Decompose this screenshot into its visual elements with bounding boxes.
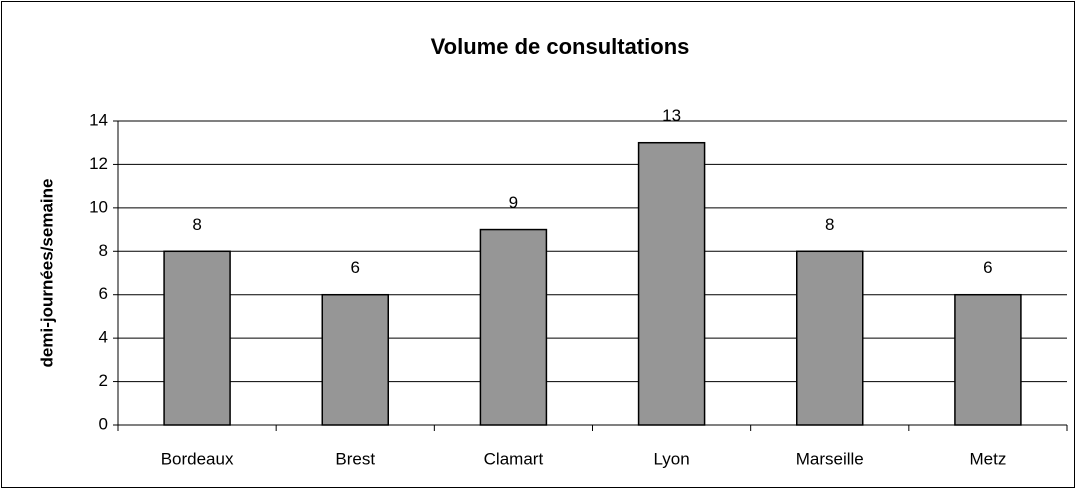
y-tick-label: 2 <box>99 371 108 390</box>
y-tick-label: 10 <box>89 197 108 216</box>
data-label: 8 <box>192 215 201 234</box>
x-tick-label: Clamart <box>484 449 544 468</box>
y-tick-label: 0 <box>99 414 108 433</box>
x-tick-label: Lyon <box>653 449 689 468</box>
data-label: 8 <box>825 215 834 234</box>
data-label: 9 <box>509 193 518 212</box>
y-tick-label: 4 <box>99 328 108 347</box>
x-tick-label: Brest <box>335 449 375 468</box>
bar <box>637 141 706 426</box>
x-tick-label: Marseille <box>796 449 864 468</box>
x-tick-label: Bordeaux <box>161 449 234 468</box>
bar <box>163 250 231 426</box>
y-tick-label: 14 <box>89 110 108 129</box>
y-axis-label: demi-journées/semaine <box>37 179 56 368</box>
bar <box>796 250 864 426</box>
y-tick-label: 6 <box>99 284 108 303</box>
data-label: 6 <box>983 258 992 277</box>
data-label: 6 <box>351 258 360 277</box>
y-tick-label: 12 <box>89 154 108 173</box>
bar <box>321 293 389 426</box>
x-tick-label: Metz <box>969 449 1006 468</box>
bar <box>954 293 1022 426</box>
chart-title: Volume de consultations <box>431 34 690 59</box>
bar <box>479 228 548 426</box>
data-label: 13 <box>662 106 681 125</box>
y-tick-label: 8 <box>99 241 108 260</box>
